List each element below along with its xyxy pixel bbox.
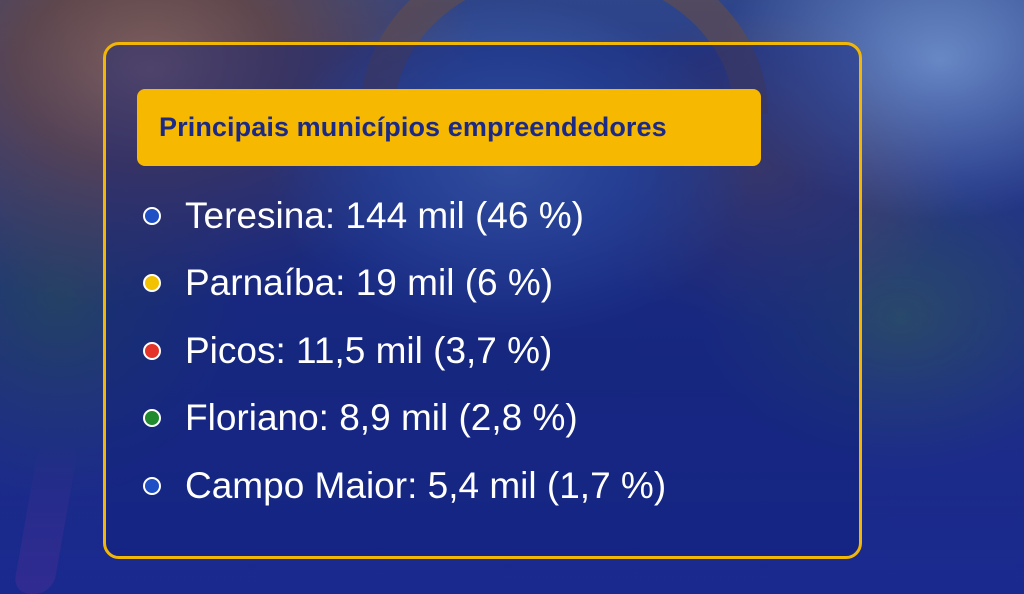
bullet-dot-icon bbox=[143, 477, 161, 495]
bullet-dot-icon bbox=[143, 207, 161, 225]
bullet-dot-icon bbox=[143, 409, 161, 427]
title-banner: Principais municípios empreendedores bbox=[137, 89, 761, 166]
bullet-dot-icon bbox=[143, 342, 161, 360]
list-item-picos: Picos: 11,5 mil (3,7 %) bbox=[141, 327, 552, 375]
list-item-campo-maior: Campo Maior: 5,4 mil (1,7 %) bbox=[141, 462, 666, 510]
list-item-label: Parnaíba: 19 mil (6 %) bbox=[185, 262, 554, 303]
list-item-floriano: Floriano: 8,9 mil (2,8 %) bbox=[141, 394, 578, 442]
bullet-dot-icon bbox=[143, 274, 161, 292]
list-item-label: Teresina: 144 mil (46 %) bbox=[185, 195, 584, 236]
panel-title: Principais municípios empreendedores bbox=[159, 112, 667, 142]
list-item-teresina: Teresina: 144 mil (46 %) bbox=[141, 192, 584, 240]
list-item-label: Floriano: 8,9 mil (2,8 %) bbox=[185, 397, 578, 438]
list-item-parnaiba: Parnaíba: 19 mil (6 %) bbox=[141, 259, 553, 307]
list-item-label: Campo Maior: 5,4 mil (1,7 %) bbox=[185, 465, 667, 506]
list-item-label: Picos: 11,5 mil (3,7 %) bbox=[185, 330, 553, 371]
